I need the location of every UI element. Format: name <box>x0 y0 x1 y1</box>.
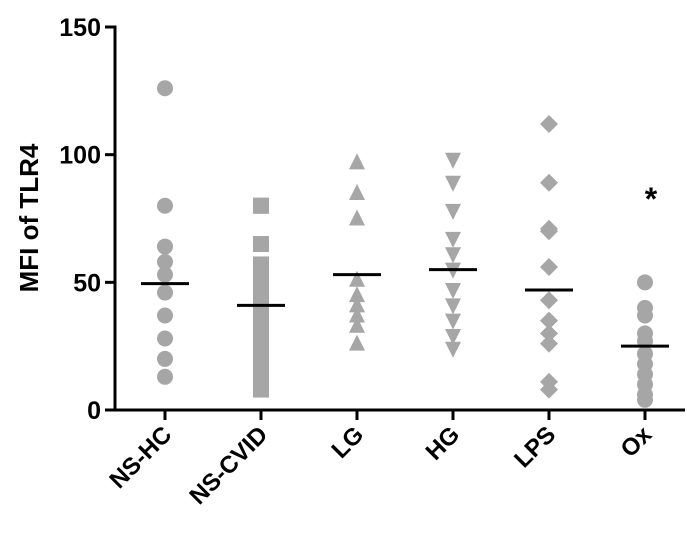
dot <box>253 236 269 253</box>
x-tick-label: NS-HC <box>104 421 177 494</box>
dot <box>540 334 558 353</box>
dot <box>157 253 173 270</box>
x-tick-label: LPS <box>509 421 561 473</box>
dot <box>157 307 173 324</box>
dot <box>637 391 653 408</box>
dot <box>540 311 558 330</box>
x-tick-label: LG <box>327 421 370 464</box>
dot <box>157 284 173 301</box>
dot <box>253 287 269 304</box>
dot <box>540 380 558 399</box>
dot <box>637 307 653 324</box>
dot <box>637 274 653 291</box>
dot <box>349 316 365 333</box>
dot <box>157 266 173 283</box>
dot <box>253 363 269 380</box>
dot <box>445 231 461 248</box>
dot <box>349 209 365 226</box>
dot <box>445 313 461 330</box>
dot <box>157 368 173 385</box>
dot <box>253 312 269 329</box>
y-tick-label: 100 <box>59 142 101 170</box>
dot <box>157 197 173 214</box>
dot <box>445 341 461 358</box>
dot <box>445 152 461 169</box>
dot <box>540 222 558 241</box>
x-tick-label: Ox <box>616 421 658 463</box>
annotation: * <box>645 181 658 217</box>
dot <box>253 381 269 398</box>
dot <box>157 80 173 97</box>
dot <box>253 197 269 214</box>
dot <box>253 350 269 367</box>
dot <box>445 328 461 345</box>
dot <box>445 298 461 315</box>
dot <box>445 203 461 220</box>
dot <box>349 286 365 303</box>
dot <box>349 270 365 287</box>
dot <box>445 175 461 192</box>
dot <box>349 153 365 170</box>
x-tick-label: HG <box>421 421 466 466</box>
dot <box>540 173 558 192</box>
dot <box>445 282 461 299</box>
dot <box>253 274 269 291</box>
dot <box>349 183 365 200</box>
dot <box>540 291 558 310</box>
dot <box>157 330 173 347</box>
dot <box>157 350 173 367</box>
dot <box>349 296 365 313</box>
dot <box>253 325 269 342</box>
x-tick-label: NS-CVID <box>184 421 273 510</box>
y-tick-label: 0 <box>87 397 101 425</box>
dot <box>540 115 558 134</box>
dot <box>349 306 365 323</box>
dot <box>540 324 558 343</box>
y-tick-label: 50 <box>73 269 101 297</box>
y-axis-label: MFI of TLR4 <box>14 143 44 292</box>
dot <box>445 247 461 264</box>
dot <box>349 334 365 351</box>
dot <box>157 238 173 255</box>
dot <box>253 338 269 355</box>
y-tick-label: 150 <box>59 14 101 42</box>
dot <box>540 258 558 277</box>
